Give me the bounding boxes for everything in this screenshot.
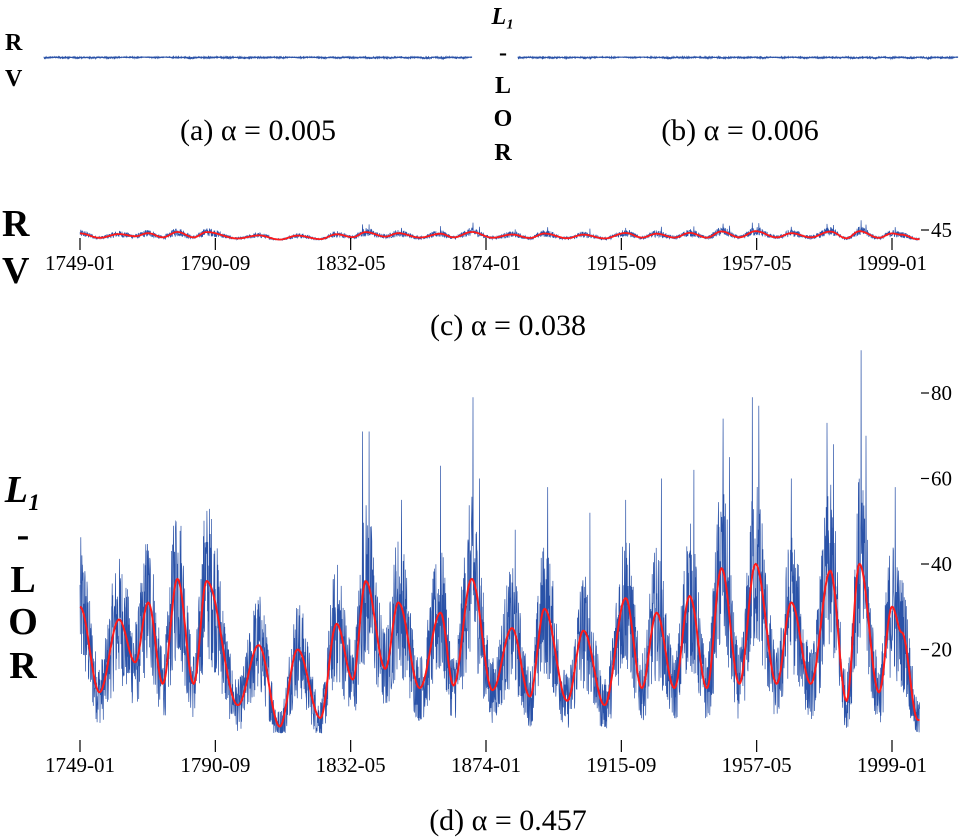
panel-a-ylabel-v: V bbox=[5, 66, 23, 92]
panel-b: L₁ - L O R (b) α = 0.006 bbox=[490, 4, 959, 166]
panel-c-x-tick-label: 1832-05 bbox=[316, 251, 386, 275]
panel-d-ylabel-l1: L₁ bbox=[4, 469, 41, 511]
panel-a: R V (a) α = 0.005 bbox=[5, 30, 473, 147]
panel-b-ylabel-l: L bbox=[495, 73, 511, 99]
panel-b-ylabel-r: R bbox=[494, 140, 512, 166]
panel-d-y-tick-label: 20 bbox=[931, 638, 952, 662]
panel-b-ylabel-dash: - bbox=[499, 40, 507, 66]
panel-d-x-tick-label: 1915-09 bbox=[586, 753, 656, 777]
panel-c: R V 45 (c) α = 0.038 1749-01 1790-09 1832-… bbox=[2, 203, 952, 342]
panel-d-ylabel-o: O bbox=[8, 601, 38, 643]
panel-c-x-tick-label: 1915-09 bbox=[586, 251, 656, 275]
panel-d-smoothed-series-line bbox=[79, 562, 920, 728]
panel-d-y-tick-label: 80 bbox=[931, 381, 952, 405]
panel-c-x-tick-label: 1957-05 bbox=[722, 251, 792, 275]
panel-d: L₁ - L O R (d) α = 0.457 20 40 60 80 1749-01… bbox=[4, 350, 952, 837]
panel-d-ylabel-l: L bbox=[10, 559, 35, 601]
panel-a-caption: (a) α = 0.005 bbox=[180, 114, 336, 147]
panel-d-x-tick-label: 1832-05 bbox=[316, 753, 386, 777]
panel-c-x-tick-label: 1790-09 bbox=[180, 251, 250, 275]
panel-c-ylabel-v: V bbox=[2, 250, 30, 292]
panel-d-x-tick-label: 1999-01 bbox=[857, 753, 927, 777]
panel-d-x-tick-label: 1957-05 bbox=[722, 753, 792, 777]
panel-d-x-tick-label: 1790-09 bbox=[180, 753, 250, 777]
panel-d-x-tick-label: 1874-01 bbox=[451, 753, 521, 777]
panel-d-ylabel-dash: - bbox=[17, 514, 30, 556]
panel-d-ylabel-r: R bbox=[9, 645, 37, 687]
panel-b-ylabel-o: O bbox=[494, 106, 513, 132]
panel-b-raw-series-line bbox=[517, 55, 959, 61]
panel-c-x-tick-label: 1874-01 bbox=[451, 251, 521, 275]
panel-b-caption: (b) α = 0.006 bbox=[661, 114, 819, 147]
panel-b-ylabel-l1: L₁ bbox=[490, 4, 514, 30]
panel-c-y-tick-label-45: 45 bbox=[931, 218, 952, 242]
panel-c-x-tick-label: 1749-01 bbox=[45, 251, 115, 275]
panel-c-caption: (c) α = 0.038 bbox=[430, 309, 586, 342]
panel-a-raw-series-line bbox=[43, 55, 473, 61]
panel-c-ylabel-r: R bbox=[2, 203, 30, 245]
panel-d-y-tick-label: 40 bbox=[931, 552, 952, 576]
panel-a-ylabel-r: R bbox=[5, 30, 23, 56]
panel-c-x-tick-label: 1999-01 bbox=[857, 251, 927, 275]
panel-d-caption: (d) α = 0.457 bbox=[429, 804, 587, 837]
panel-c-smoothed-series-line bbox=[80, 230, 920, 241]
panel-d-x-tick-label: 1749-01 bbox=[45, 753, 115, 777]
panel-d-y-tick-label: 60 bbox=[931, 467, 952, 491]
panel-d-raw-series-line bbox=[79, 350, 920, 734]
